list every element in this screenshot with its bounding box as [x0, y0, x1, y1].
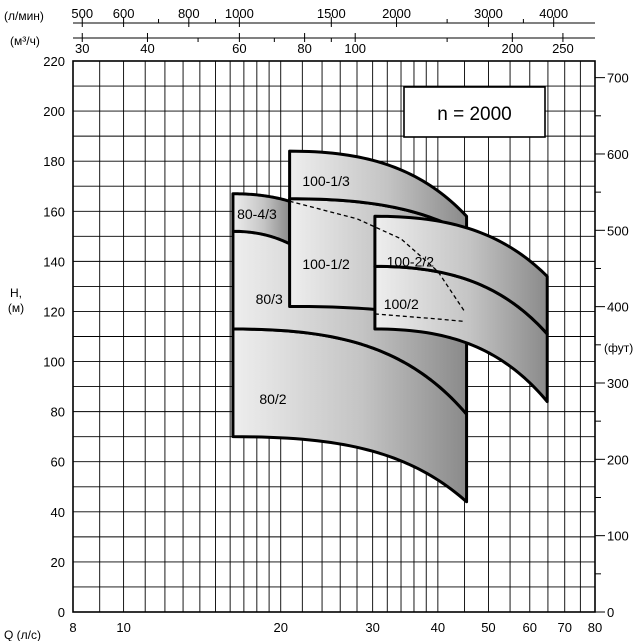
plot-border [72, 60, 596, 613]
right-tick-label: 200 [607, 452, 629, 467]
region-labels: 80/2 80/3 80-4/3 100-1/2 100-1/3 100/2 100-2/2 [237, 173, 434, 407]
region-label: 100/2 [384, 296, 419, 312]
y-tick-label: 220 [43, 54, 65, 69]
speed-label: n = 2000 [437, 104, 512, 125]
dashed-curve [289, 200, 466, 312]
top-axis-2-tick-label: 30 [75, 41, 89, 56]
top-axis-2-tick-label: 100 [344, 41, 366, 56]
region-label: 100-1/3 [302, 173, 350, 189]
top-axis-1-tick-label: 2000 [382, 6, 411, 21]
top-axis-2-tick-label: 40 [140, 41, 154, 56]
plot-frame [72, 60, 596, 613]
x-tick-label: 80 [588, 620, 602, 635]
y-tick-label: 140 [43, 254, 65, 269]
right-tick-label: 600 [607, 147, 629, 162]
x-tick-label: 40 [431, 620, 445, 635]
y-tick-label: 100 [43, 355, 65, 370]
x-axis-label: Q (л/с) [4, 628, 41, 641]
region-label: 80/3 [256, 291, 283, 307]
top-axis-1-tick-label: 1000 [225, 6, 254, 21]
right-axis-unit: (фут) [604, 341, 633, 355]
y-tick-label: 160 [43, 204, 65, 219]
region-label: 100-2/2 [387, 253, 435, 269]
right-tick-label: 700 [607, 71, 629, 86]
region-label: 80-4/3 [237, 206, 277, 222]
right-tick-label: 500 [607, 223, 629, 238]
region-label: 100-1/2 [302, 256, 350, 272]
y-tick-label: 180 [43, 154, 65, 169]
dashed-curves [289, 200, 466, 323]
top-axis-1-tick-label: 4000 [539, 6, 568, 21]
top-axis-1-tick-label: 1500 [317, 6, 346, 21]
right-tick-label: 400 [607, 300, 629, 315]
right-tick-label: 0 [607, 605, 614, 620]
top-axis-1-tick-label: 500 [71, 6, 93, 21]
x-tick-label: 70 [557, 620, 571, 635]
y-tick-label: 120 [43, 304, 65, 319]
y-axis-label: H, [10, 286, 22, 300]
y-tick-label: 60 [51, 455, 65, 470]
top-axis-2-tick-label: 60 [232, 41, 246, 56]
top-axis-2-label: (м³/ч) [10, 34, 40, 48]
speed-box: n = 2000 [403, 86, 546, 138]
region-label: 80/2 [259, 391, 286, 407]
top-axis-1-label: (л/мин) [4, 9, 44, 23]
y-axis-unit: (м) [8, 301, 24, 315]
right-tick-label: 100 [607, 529, 629, 544]
y-tick-label: 200 [43, 104, 65, 119]
x-tick-label: 10 [116, 620, 130, 635]
top-axis-1-tick-label: 600 [113, 6, 135, 21]
y-tick-label: 20 [51, 555, 65, 570]
y-tick-label: 40 [51, 505, 65, 520]
top-axis-1-tick-label: 800 [178, 6, 200, 21]
x-tick-label: 50 [481, 620, 495, 635]
top-axis-2-tick-label: 250 [552, 41, 574, 56]
pump-region [373, 214, 549, 336]
y-tick-label: 0 [58, 605, 65, 620]
x-tick-label: 20 [273, 620, 287, 635]
dashed-curve [374, 313, 465, 323]
right-tick-label: 300 [607, 376, 629, 391]
y-tick-label: 80 [51, 405, 65, 420]
pump-regions [231, 149, 549, 504]
x-tick-label: 8 [69, 620, 76, 635]
speed-box-frame [403, 86, 546, 138]
top-axis-2-tick-label: 80 [297, 41, 311, 56]
top-axis-1-tick-label: 3000 [474, 6, 503, 21]
top-axis-2-tick-label: 200 [501, 41, 523, 56]
x-tick-label: 30 [365, 620, 379, 635]
x-tick-label: 60 [523, 620, 537, 635]
